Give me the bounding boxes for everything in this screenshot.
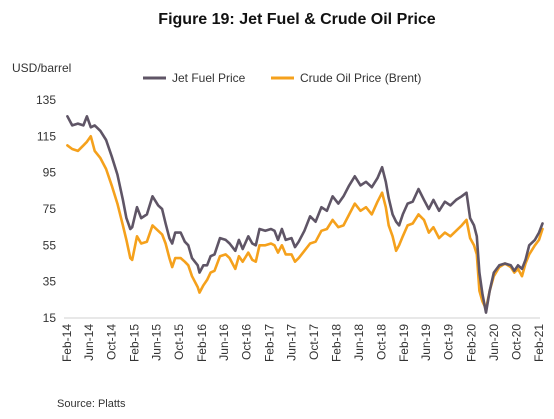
series-group — [66, 115, 544, 314]
x-tick-label: Feb-19 — [397, 324, 411, 362]
series-line-jet-fuel — [66, 115, 544, 314]
y-axis-label: USD/barrel — [12, 61, 71, 75]
x-tick-label: Jun-19 — [419, 324, 433, 361]
x-tick-label: Feb-14 — [60, 324, 74, 362]
y-tick-label: 15 — [43, 311, 57, 325]
x-tick-label: Jun-14 — [82, 324, 96, 361]
x-tick-label: Feb-20 — [464, 324, 478, 362]
x-tick-label: Oct-16 — [240, 324, 254, 360]
series-line-crude-oil — [66, 135, 544, 311]
y-axis-ticks: 15 35 55 75 95 115 135 — [36, 93, 56, 325]
x-tick-label: Feb-21 — [532, 324, 546, 362]
y-tick-label: 75 — [43, 202, 57, 216]
x-tick-label: Feb-17 — [262, 324, 276, 362]
source-note: Source: Platts — [57, 398, 126, 410]
x-tick-label: Jun-20 — [487, 324, 501, 361]
x-tick-label: Feb-16 — [195, 324, 209, 362]
y-tick-label: 135 — [36, 93, 56, 107]
x-axis-ticks: Feb-14 Jun-14 Oct-14 Feb-15 Jun-15 Oct-15 Feb-… — [60, 324, 546, 362]
legend: Jet Fuel Price Crude Oil Price (Brent) — [143, 71, 421, 85]
x-tick-label: Jun-18 — [352, 324, 366, 361]
y-tick-label: 55 — [43, 238, 57, 252]
y-tick-label: 115 — [37, 129, 56, 143]
x-tick-label: Feb-15 — [127, 324, 141, 362]
x-tick-label: Jun-15 — [150, 324, 164, 361]
x-tick-label: Oct-19 — [442, 324, 456, 360]
x-tick-label: Jun-16 — [217, 324, 231, 361]
x-tick-label: Oct-18 — [374, 324, 388, 360]
chart-title: Figure 19: Jet Fuel & Crude Oil Price — [158, 11, 436, 28]
x-tick-label: Oct-14 — [105, 324, 119, 360]
x-tick-label: Jun-17 — [284, 324, 298, 361]
legend-label-jet-fuel: Jet Fuel Price — [172, 71, 246, 85]
x-tick-label: Oct-20 — [509, 324, 523, 360]
x-tick-label: Feb-18 — [330, 324, 344, 362]
y-tick-label: 95 — [43, 166, 57, 180]
legend-label-crude-oil: Crude Oil Price (Brent) — [300, 71, 421, 85]
x-tick-label: Oct-17 — [307, 324, 321, 360]
y-tick-label: 35 — [43, 275, 57, 289]
x-tick-label: Oct-15 — [172, 324, 186, 360]
